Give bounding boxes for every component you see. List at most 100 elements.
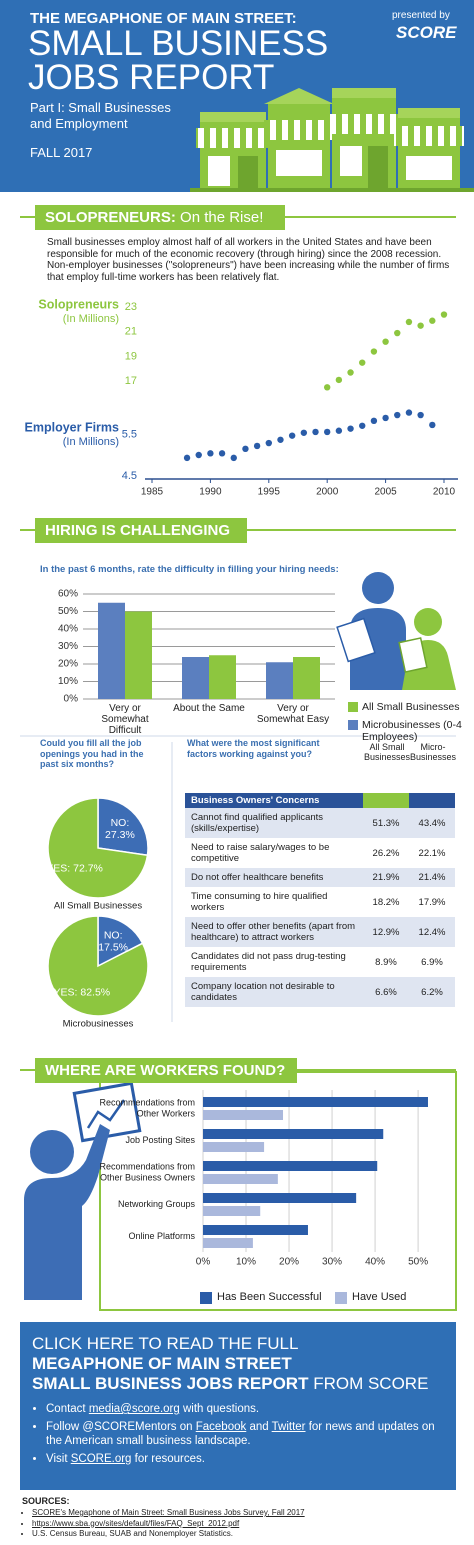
point bbox=[347, 425, 354, 432]
slice-label: YES: 72.7% bbox=[46, 862, 103, 874]
header-cell bbox=[409, 793, 455, 808]
text: with questions. bbox=[182, 1403, 260, 1415]
bar bbox=[203, 1129, 384, 1139]
point bbox=[394, 329, 401, 337]
cta-line[interactable]: MEGAPHONE OF MAIN STREET bbox=[32, 1354, 292, 1373]
table-value: 43.4% bbox=[409, 808, 455, 838]
point bbox=[277, 436, 284, 443]
x-tick-label: 2000 bbox=[316, 487, 339, 498]
link[interactable]: SCORE.org bbox=[70, 1453, 132, 1465]
point bbox=[242, 445, 249, 453]
paragraph: Small businesses employ almost half of a… bbox=[47, 237, 450, 283]
chart-title: In the past 6 months, rate the difficult… bbox=[40, 564, 339, 575]
text: for news and updates on the American sma… bbox=[46, 1421, 435, 1447]
table-value: 21.9% bbox=[363, 868, 409, 887]
point bbox=[405, 409, 413, 416]
y-tick-label: 60% bbox=[58, 589, 78, 600]
cta-box[interactable]: CLICK HERE TO READ THE FULL MEGAPHONE OF… bbox=[20, 1322, 456, 1490]
text: Follow @SCOREMentors on bbox=[46, 1421, 193, 1433]
y-tick-label: 19 bbox=[125, 350, 137, 362]
cta-line[interactable]: CLICK HERE TO READ THE FULL bbox=[32, 1334, 299, 1353]
table-value: 8.9% bbox=[375, 956, 397, 968]
source: SCORE's Megaphone of Main Street: Small … bbox=[32, 1508, 462, 1519]
x-tick-label: 1985 bbox=[141, 487, 164, 498]
y-tick-label: 0% bbox=[64, 694, 79, 705]
legend-label: Have Used bbox=[352, 1291, 407, 1303]
table: Business Owners' Concerns Cannot find qu… bbox=[185, 793, 455, 1007]
point bbox=[429, 421, 436, 429]
sources: SOURCES: SCORE's Megaphone of Main Stree… bbox=[22, 1496, 462, 1540]
link[interactable]: Twitter bbox=[271, 1421, 306, 1433]
y-tick-label: 10% bbox=[58, 676, 78, 687]
table-label: Cannot find qualified applicants (skills… bbox=[185, 808, 363, 838]
table-row: Need to raise salary/wages to be competi… bbox=[185, 838, 455, 868]
point bbox=[300, 429, 308, 436]
table-label: Need to raise salary/wages to be competi… bbox=[191, 842, 330, 864]
point bbox=[288, 432, 296, 439]
slice-label: YES: 82.5% bbox=[53, 986, 110, 998]
source-link[interactable]: SCORE's Megaphone of Main Street: Small … bbox=[32, 1508, 305, 1517]
part-line: and Employment bbox=[30, 116, 128, 131]
x-tick-label: 2005 bbox=[374, 487, 397, 498]
bar bbox=[125, 611, 152, 699]
cta-list: Contact media@score.org with questions. … bbox=[32, 1402, 444, 1466]
table-row: Time consuming to hire qualified workers… bbox=[185, 887, 455, 917]
season: FALL 2017 bbox=[30, 145, 93, 160]
y-tick-label: 17 bbox=[125, 375, 137, 387]
x-tick-label: 10% bbox=[236, 1257, 256, 1268]
point bbox=[323, 384, 331, 391]
section-heading: SOLOPRENEURS: On the Rise! bbox=[35, 205, 285, 230]
link[interactable]: media@score.org bbox=[88, 1403, 180, 1415]
table-label: Do not offer healthcare benefits bbox=[185, 868, 363, 887]
y-tick-label: Recommendations from Other Business Owne… bbox=[99, 1161, 195, 1183]
slice-category: YES: bbox=[53, 986, 77, 998]
point bbox=[440, 311, 448, 318]
point bbox=[230, 454, 237, 462]
point bbox=[312, 428, 319, 436]
cta-line-wrap[interactable]: SMALL BUSINESS JOBS REPORT FROM SCORE bbox=[32, 1374, 444, 1394]
point bbox=[394, 411, 401, 419]
y-tick-label: Online Platforms bbox=[128, 1230, 195, 1241]
bar bbox=[203, 1206, 261, 1216]
table-row: Candidates did not pass drug-testing req… bbox=[185, 947, 455, 977]
bar bbox=[293, 657, 320, 699]
column-header: Micro-Businesses bbox=[410, 742, 457, 762]
slice-category: NO: bbox=[104, 929, 123, 941]
table-body: Cannot find qualified applicants (skills… bbox=[185, 808, 455, 1007]
y-tick-label: Job Posting Sites bbox=[125, 1134, 195, 1145]
slice-value: 82.5% bbox=[80, 986, 110, 998]
slice-category: YES: bbox=[46, 862, 70, 874]
text: Contact bbox=[46, 1403, 86, 1415]
slice-value: 27.3% bbox=[105, 829, 135, 841]
table-header-row: Business Owners' Concerns bbox=[185, 793, 455, 808]
cta-tail[interactable]: FROM SCORE bbox=[313, 1374, 429, 1393]
x-tick-label: 40% bbox=[365, 1257, 385, 1268]
axis-title: Employer Firms bbox=[25, 420, 120, 434]
cta-bullet: Contact media@score.org with questions. bbox=[46, 1402, 444, 1416]
cta-line[interactable]: SMALL BUSINESS JOBS REPORT bbox=[32, 1374, 309, 1393]
section-heading: WHERE ARE WORKERS FOUND? bbox=[35, 1058, 297, 1083]
presented-by: presented by bbox=[392, 10, 450, 21]
x-tick-label: 1990 bbox=[199, 487, 222, 498]
point bbox=[382, 338, 389, 345]
header-cell bbox=[363, 793, 409, 808]
table-label: Candidates did not pass drug-testing req… bbox=[191, 951, 346, 973]
table-value: 12.9% bbox=[363, 917, 409, 947]
point bbox=[347, 369, 354, 376]
legend-label: Microbusinesses (0-4 Employees) bbox=[362, 719, 462, 743]
point bbox=[207, 450, 214, 457]
pie-title: All Small Businesses bbox=[54, 901, 142, 912]
cta-bullet: Visit SCORE.org for resources. bbox=[46, 1452, 444, 1466]
cta-bullet: Follow @SCOREMentors on Facebook and Twi… bbox=[46, 1420, 444, 1448]
slice-label: NO: 17.5% bbox=[98, 929, 128, 953]
source-link[interactable]: https://www.sba.gov/sites/default/files/… bbox=[32, 1518, 240, 1528]
link[interactable]: Facebook bbox=[195, 1421, 247, 1433]
bar bbox=[266, 662, 293, 699]
y-tick-label: 5.5 bbox=[122, 429, 137, 441]
point bbox=[359, 422, 366, 429]
title-line: JOBS REPORT bbox=[28, 58, 275, 97]
x-tick-label: 30% bbox=[322, 1257, 342, 1268]
y-tick-label: 40% bbox=[58, 624, 78, 635]
legend-swatch bbox=[335, 1292, 347, 1304]
bar bbox=[203, 1225, 308, 1235]
